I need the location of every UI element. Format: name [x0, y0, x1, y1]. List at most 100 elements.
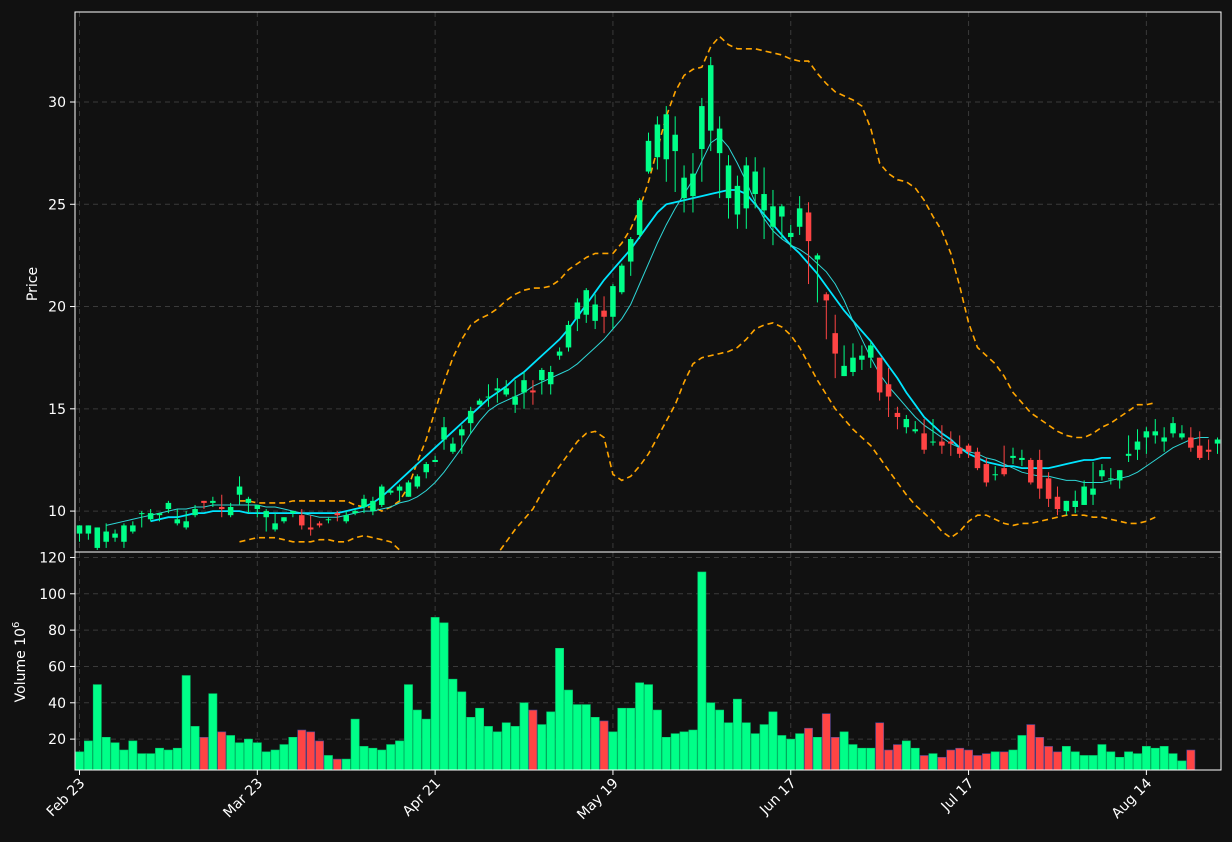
candle-body: [539, 369, 545, 381]
volume-bar: [226, 735, 236, 771]
volume-tick-label: 100: [39, 587, 66, 603]
volume-bar: [564, 689, 573, 771]
volume-bar: [599, 720, 609, 771]
candle-body: [130, 525, 136, 532]
volume-bar: [937, 756, 947, 771]
candle-body: [1036, 459, 1043, 489]
volume-bar: [804, 727, 813, 771]
candle-body: [387, 490, 394, 493]
candle-body: [334, 513, 341, 516]
candle-body: [805, 212, 812, 242]
volume-bar: [146, 753, 156, 771]
volume-bar: [635, 682, 644, 771]
candle-body: [903, 419, 910, 428]
candle-body: [699, 106, 705, 150]
candle-body: [165, 502, 172, 510]
volume-bar: [315, 740, 324, 771]
candle-body: [841, 365, 847, 377]
candle-body: [1188, 437, 1194, 448]
volume-bar: [813, 736, 822, 771]
candle-body: [156, 513, 163, 516]
candle-body: [254, 504, 261, 510]
candle-body: [85, 525, 92, 534]
volume-bar: [84, 740, 93, 771]
volume-bar: [839, 731, 849, 771]
volume-bar: [466, 717, 476, 771]
volume-bar: [199, 736, 209, 771]
volume-bar: [910, 747, 920, 771]
volume-bar: [404, 684, 413, 771]
candle-body: [441, 427, 447, 440]
volume-bar: [653, 709, 662, 771]
volume-bar: [155, 747, 164, 771]
candle-body: [1099, 470, 1105, 477]
volume-bar: [501, 722, 511, 771]
candle-body: [787, 232, 794, 237]
volume-bar: [430, 617, 440, 771]
candle-body: [414, 476, 421, 487]
volume-bar: [857, 747, 867, 771]
volume-bar: [1061, 746, 1071, 771]
volume-bar: [830, 736, 840, 771]
volume-bar: [866, 747, 876, 771]
volume-bar: [492, 731, 502, 771]
candle-body: [1072, 500, 1079, 507]
candle-body: [183, 521, 189, 528]
candle-body: [396, 486, 403, 491]
candle-body: [112, 533, 118, 538]
volume-bar: [297, 729, 307, 771]
volume-bar: [919, 755, 929, 771]
volume-bar: [884, 749, 893, 771]
volume-bar: [190, 726, 200, 771]
candle-body: [1081, 486, 1087, 505]
volume-bar: [1017, 735, 1027, 771]
volume-bar: [644, 684, 653, 771]
volume-tick-label: 60: [48, 659, 66, 675]
volume-panel-frame: [74, 551, 1222, 771]
candle-body: [210, 500, 216, 503]
price-panel-grid: [70, 12, 1221, 552]
volume-bar: [981, 753, 991, 771]
volume-tick-label: 20: [48, 732, 66, 748]
candle-body: [974, 451, 981, 469]
volume-bar: [110, 742, 120, 771]
volume-bar: [1106, 751, 1116, 771]
volume-bar: [1133, 753, 1142, 771]
ma-fast-line: [106, 136, 1209, 526]
volume-bar: [475, 707, 484, 771]
candle-body: [1214, 439, 1221, 444]
candle-body: [1143, 431, 1150, 438]
volume-bar: [893, 744, 902, 771]
candle-body: [1010, 455, 1016, 458]
candle-body: [814, 255, 821, 260]
volume-bar: [164, 749, 173, 771]
candle-body: [343, 515, 349, 522]
volume-bar: [617, 707, 627, 771]
volume-bar: [128, 740, 138, 771]
volume-bar: [217, 731, 227, 771]
volume-bar: [848, 744, 858, 771]
volume-bar: [92, 684, 102, 771]
volume-bar: [101, 736, 111, 771]
candle-body: [263, 511, 269, 518]
volume-bar: [1044, 746, 1053, 771]
candle-body: [823, 294, 830, 301]
volume-bar: [546, 711, 556, 771]
candle-body: [770, 206, 776, 227]
candle-body: [352, 511, 358, 514]
candle-body: [681, 177, 687, 199]
candle-body: [1196, 445, 1203, 458]
candle-body: [716, 128, 723, 154]
candle-body: [965, 445, 972, 452]
volume-bar: [359, 746, 369, 771]
candle-body: [459, 429, 465, 436]
volume-bar: [821, 713, 831, 771]
volume-bar: [670, 733, 680, 771]
candle-body: [556, 351, 563, 356]
candle-body: [485, 396, 492, 398]
candle-body: [192, 509, 198, 516]
candle-body: [868, 345, 874, 358]
candle-body: [734, 185, 741, 215]
candle-body: [512, 396, 518, 405]
